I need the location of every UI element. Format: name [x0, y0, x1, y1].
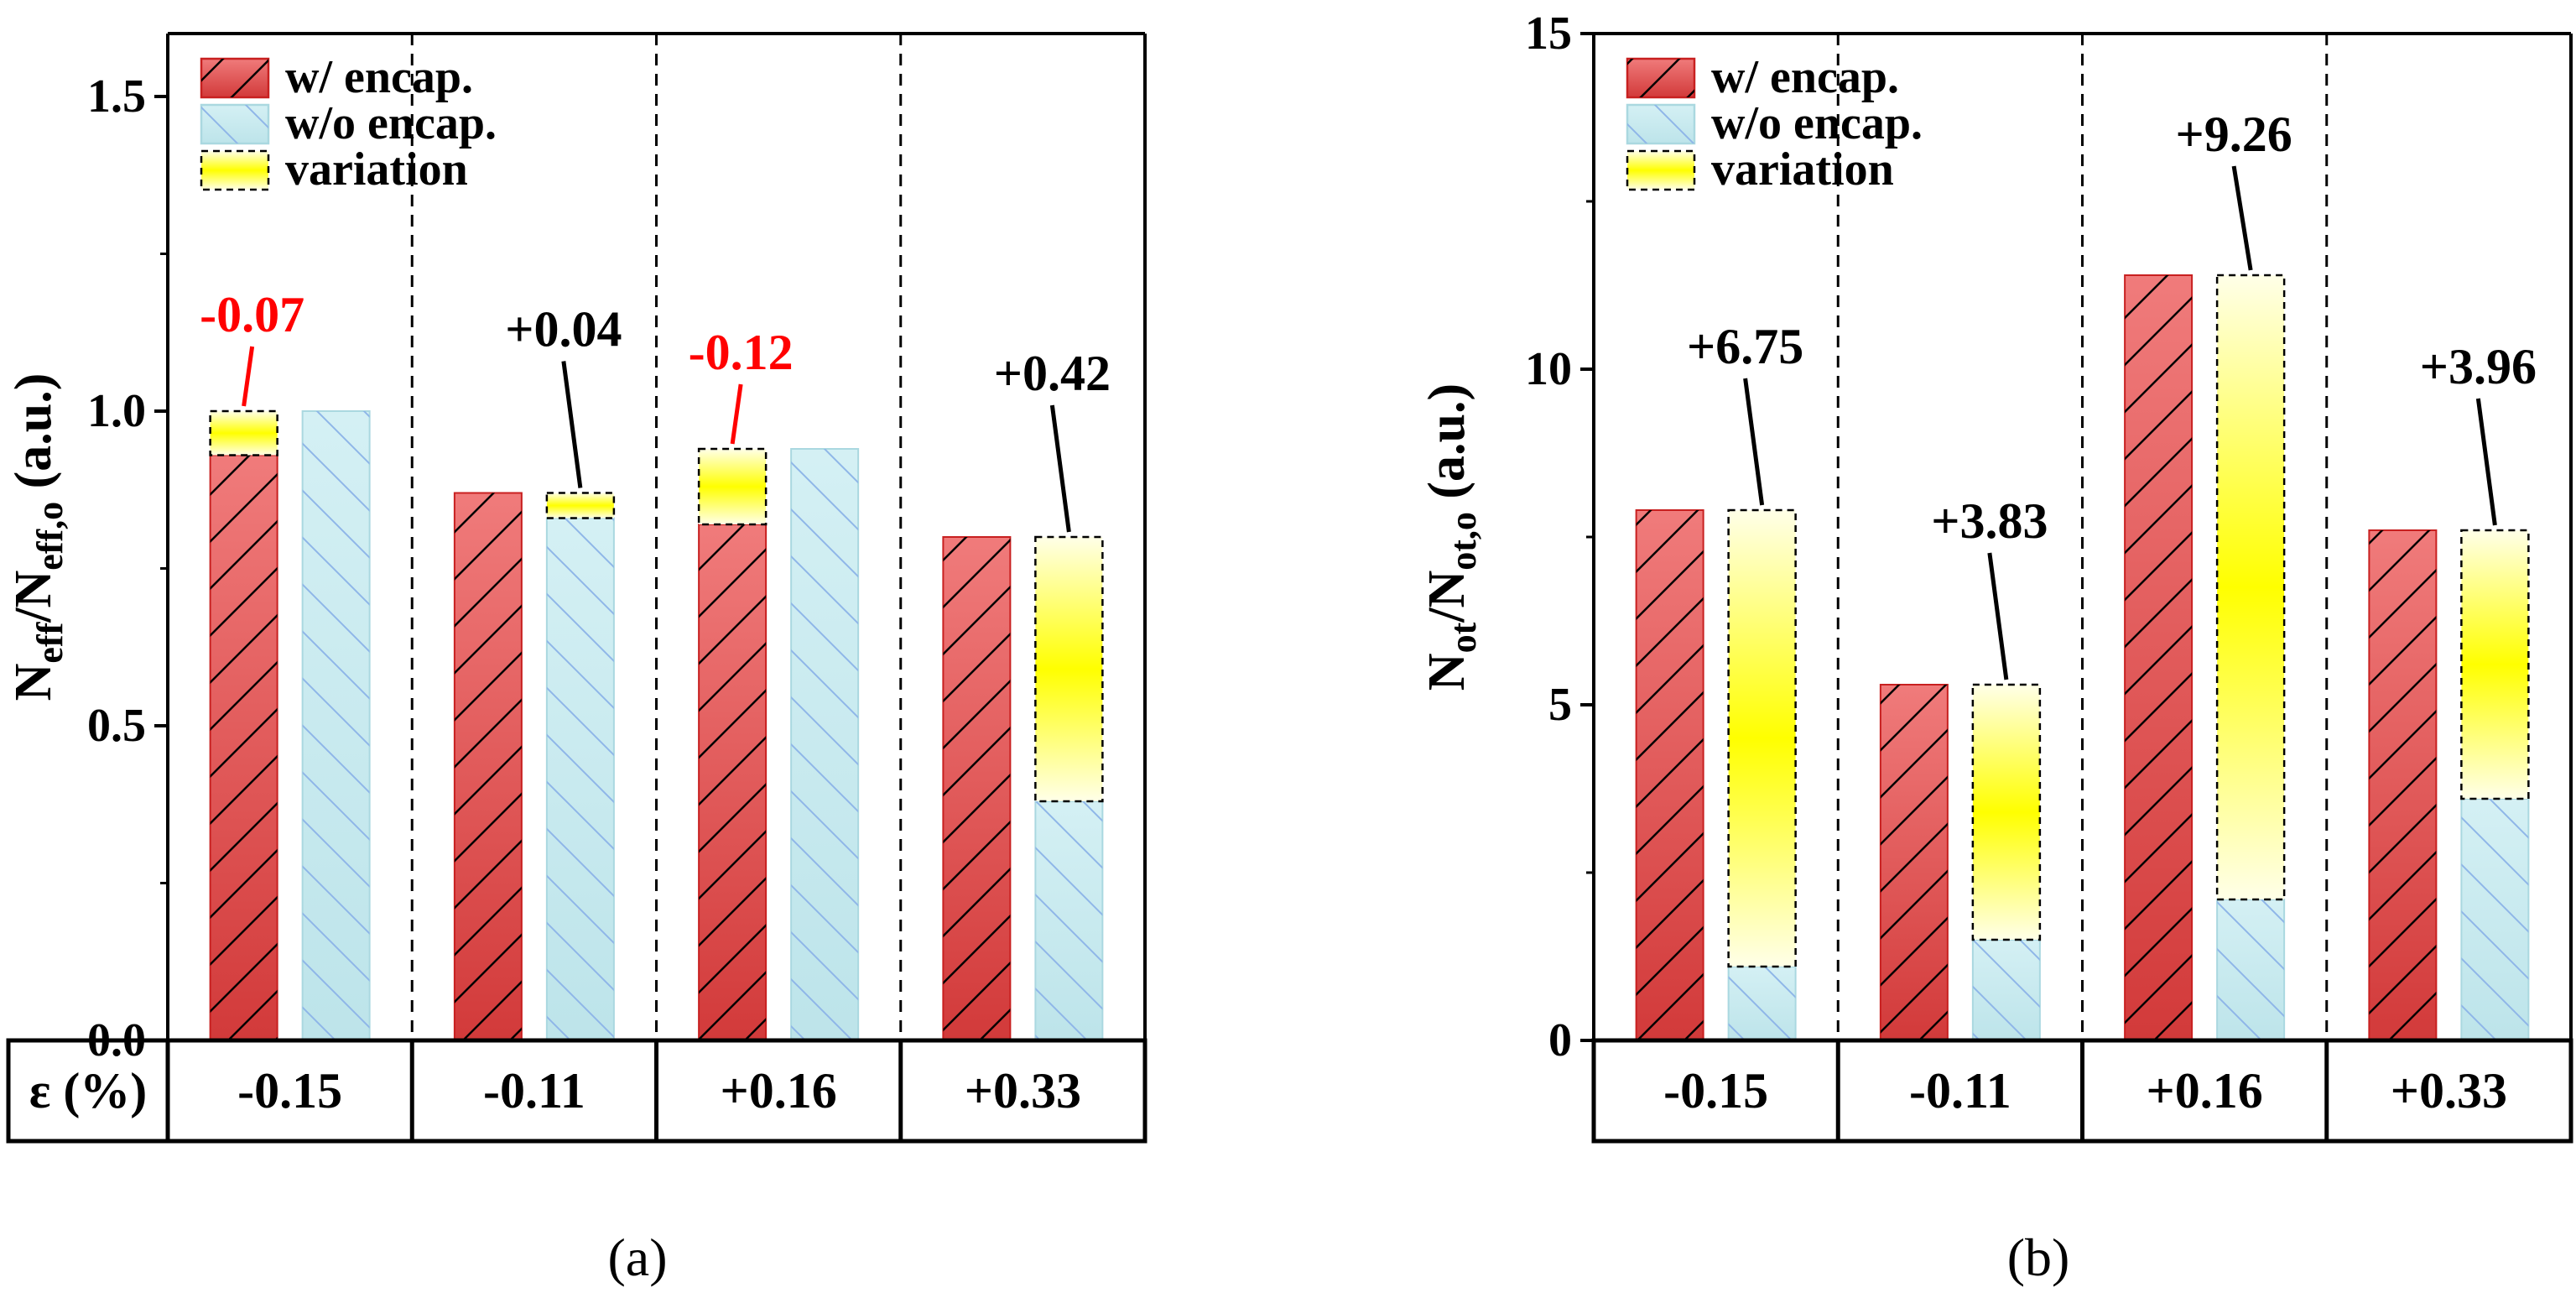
category-label: -0.11	[1909, 1063, 2011, 1118]
legend-without-encap-label: w/o encap.	[1711, 97, 1923, 149]
bar-hatch	[2369, 530, 2437, 1040]
annotation-leader	[2475, 398, 2497, 526]
category-label: +0.16	[721, 1063, 837, 1118]
chart-panel-b: +6.75 +3.83 +9.26 +3.96 0 5 10 15 -0.15 -0.11 +0.1…	[1418, 8, 2573, 1287]
variation-label: +0.42	[994, 346, 1111, 401]
y-tick-label: 5	[1548, 679, 1572, 731]
y-axis-title-part: N	[1418, 653, 1475, 691]
variation-box	[697, 447, 768, 526]
y-axis-title-part: N	[5, 664, 62, 701]
y-axis-title: Neff/Neff,o (a.u.)	[5, 373, 70, 701]
variation-box	[1034, 535, 1104, 803]
category-label: -0.15	[237, 1063, 342, 1118]
legend-hatch	[201, 105, 268, 143]
variation-label: +3.83	[1931, 493, 2048, 549]
legend-variation-label: variation	[285, 143, 468, 195]
bar-hatch	[1035, 801, 1103, 1040]
annotation-leader	[1049, 404, 1071, 533]
y-tick-label: 1.0	[87, 385, 146, 437]
y-tick-label: 0	[1548, 1014, 1572, 1066]
annotation-leader	[2231, 165, 2253, 271]
y-axis-title-part: /N	[1418, 571, 1475, 623]
annotation-leader	[561, 361, 583, 488]
variation-box	[2215, 274, 2286, 901]
category-label: +0.33	[2391, 1063, 2507, 1118]
y-axis-title-part: ot	[1443, 622, 1484, 653]
legend-with-encap-label: w/ encap.	[285, 51, 473, 103]
category-table	[6, 1038, 1147, 1144]
y-tick-label: 10	[1525, 343, 1572, 395]
bar-hatch	[454, 493, 522, 1040]
bar-hatch	[699, 524, 767, 1040]
legend-hatch	[201, 59, 268, 97]
bar-hatch	[1880, 685, 1948, 1040]
y-axis-title-part: (a.u.)	[5, 373, 62, 502]
variation-box	[1727, 508, 1797, 968]
category-label: +0.16	[2147, 1063, 2263, 1118]
bar-hatch	[210, 455, 278, 1040]
annotation-leader	[1987, 552, 2009, 680]
variation-label: -0.12	[689, 325, 794, 380]
variation-label: +0.04	[505, 302, 622, 357]
y-axis-title-part: (a.u.)	[1418, 383, 1475, 512]
y-axis-title-part: eff	[29, 621, 70, 663]
legend-hatch	[1627, 59, 1694, 97]
x-axis-label: ε (%)	[29, 1063, 148, 1118]
variation-box	[2460, 529, 2530, 800]
annotation-leader	[242, 346, 255, 407]
legend-variation-label: variation	[1711, 143, 1894, 195]
y-axis-title-part: /N	[5, 571, 62, 623]
panel-label: (a)	[607, 1228, 667, 1287]
variation-label: -0.07	[200, 287, 304, 342]
y-axis-title-part: ot,o	[1443, 512, 1484, 571]
legend-with-encap-label: w/ encap.	[1711, 51, 1899, 103]
y-tick-label: 0.5	[87, 700, 146, 752]
bar-hatch	[1636, 510, 1704, 1040]
category-label: -0.15	[1663, 1063, 1768, 1118]
bar-hatch	[302, 411, 370, 1040]
bar-hatch	[2125, 275, 2193, 1040]
bar-hatch	[791, 449, 859, 1040]
legend-without-encap-label: w/o encap.	[285, 97, 497, 149]
y-tick-label: 15	[1525, 8, 1572, 60]
chart-panel-a: -0.07 +0.04 -0.12 +0.420.00.51.01.5ε (%) -0.…	[5, 32, 1147, 1287]
y-tick-label: 1.5	[87, 70, 146, 123]
bar-hatch	[1728, 967, 1796, 1040]
legend-hatch	[1627, 105, 1694, 143]
variation-box	[209, 409, 278, 456]
bar-hatch	[943, 537, 1011, 1040]
variation-box	[1971, 683, 2042, 941]
legend-variation-swatch	[200, 149, 270, 191]
category-label: +0.33	[965, 1063, 1081, 1118]
variation-box	[545, 492, 616, 519]
bar-hatch	[2461, 799, 2529, 1040]
bar-hatch	[1972, 940, 2040, 1040]
bar-hatch	[546, 518, 614, 1040]
panel-label: (b)	[2007, 1228, 2070, 1287]
category-label: -0.11	[483, 1063, 585, 1118]
bar-hatch	[2217, 899, 2285, 1040]
variation-label: +3.96	[2420, 339, 2537, 394]
legend-variation-swatch	[1626, 149, 1696, 191]
variation-label: +6.75	[1687, 319, 1803, 374]
annotation-leader	[730, 383, 743, 445]
y-axis-title: Not/Not,o (a.u.)	[1418, 383, 1484, 691]
variation-label: +9.26	[2176, 107, 2292, 162]
y-axis-title-part: eff,o	[29, 502, 70, 571]
annotation-leader	[1743, 378, 1765, 506]
